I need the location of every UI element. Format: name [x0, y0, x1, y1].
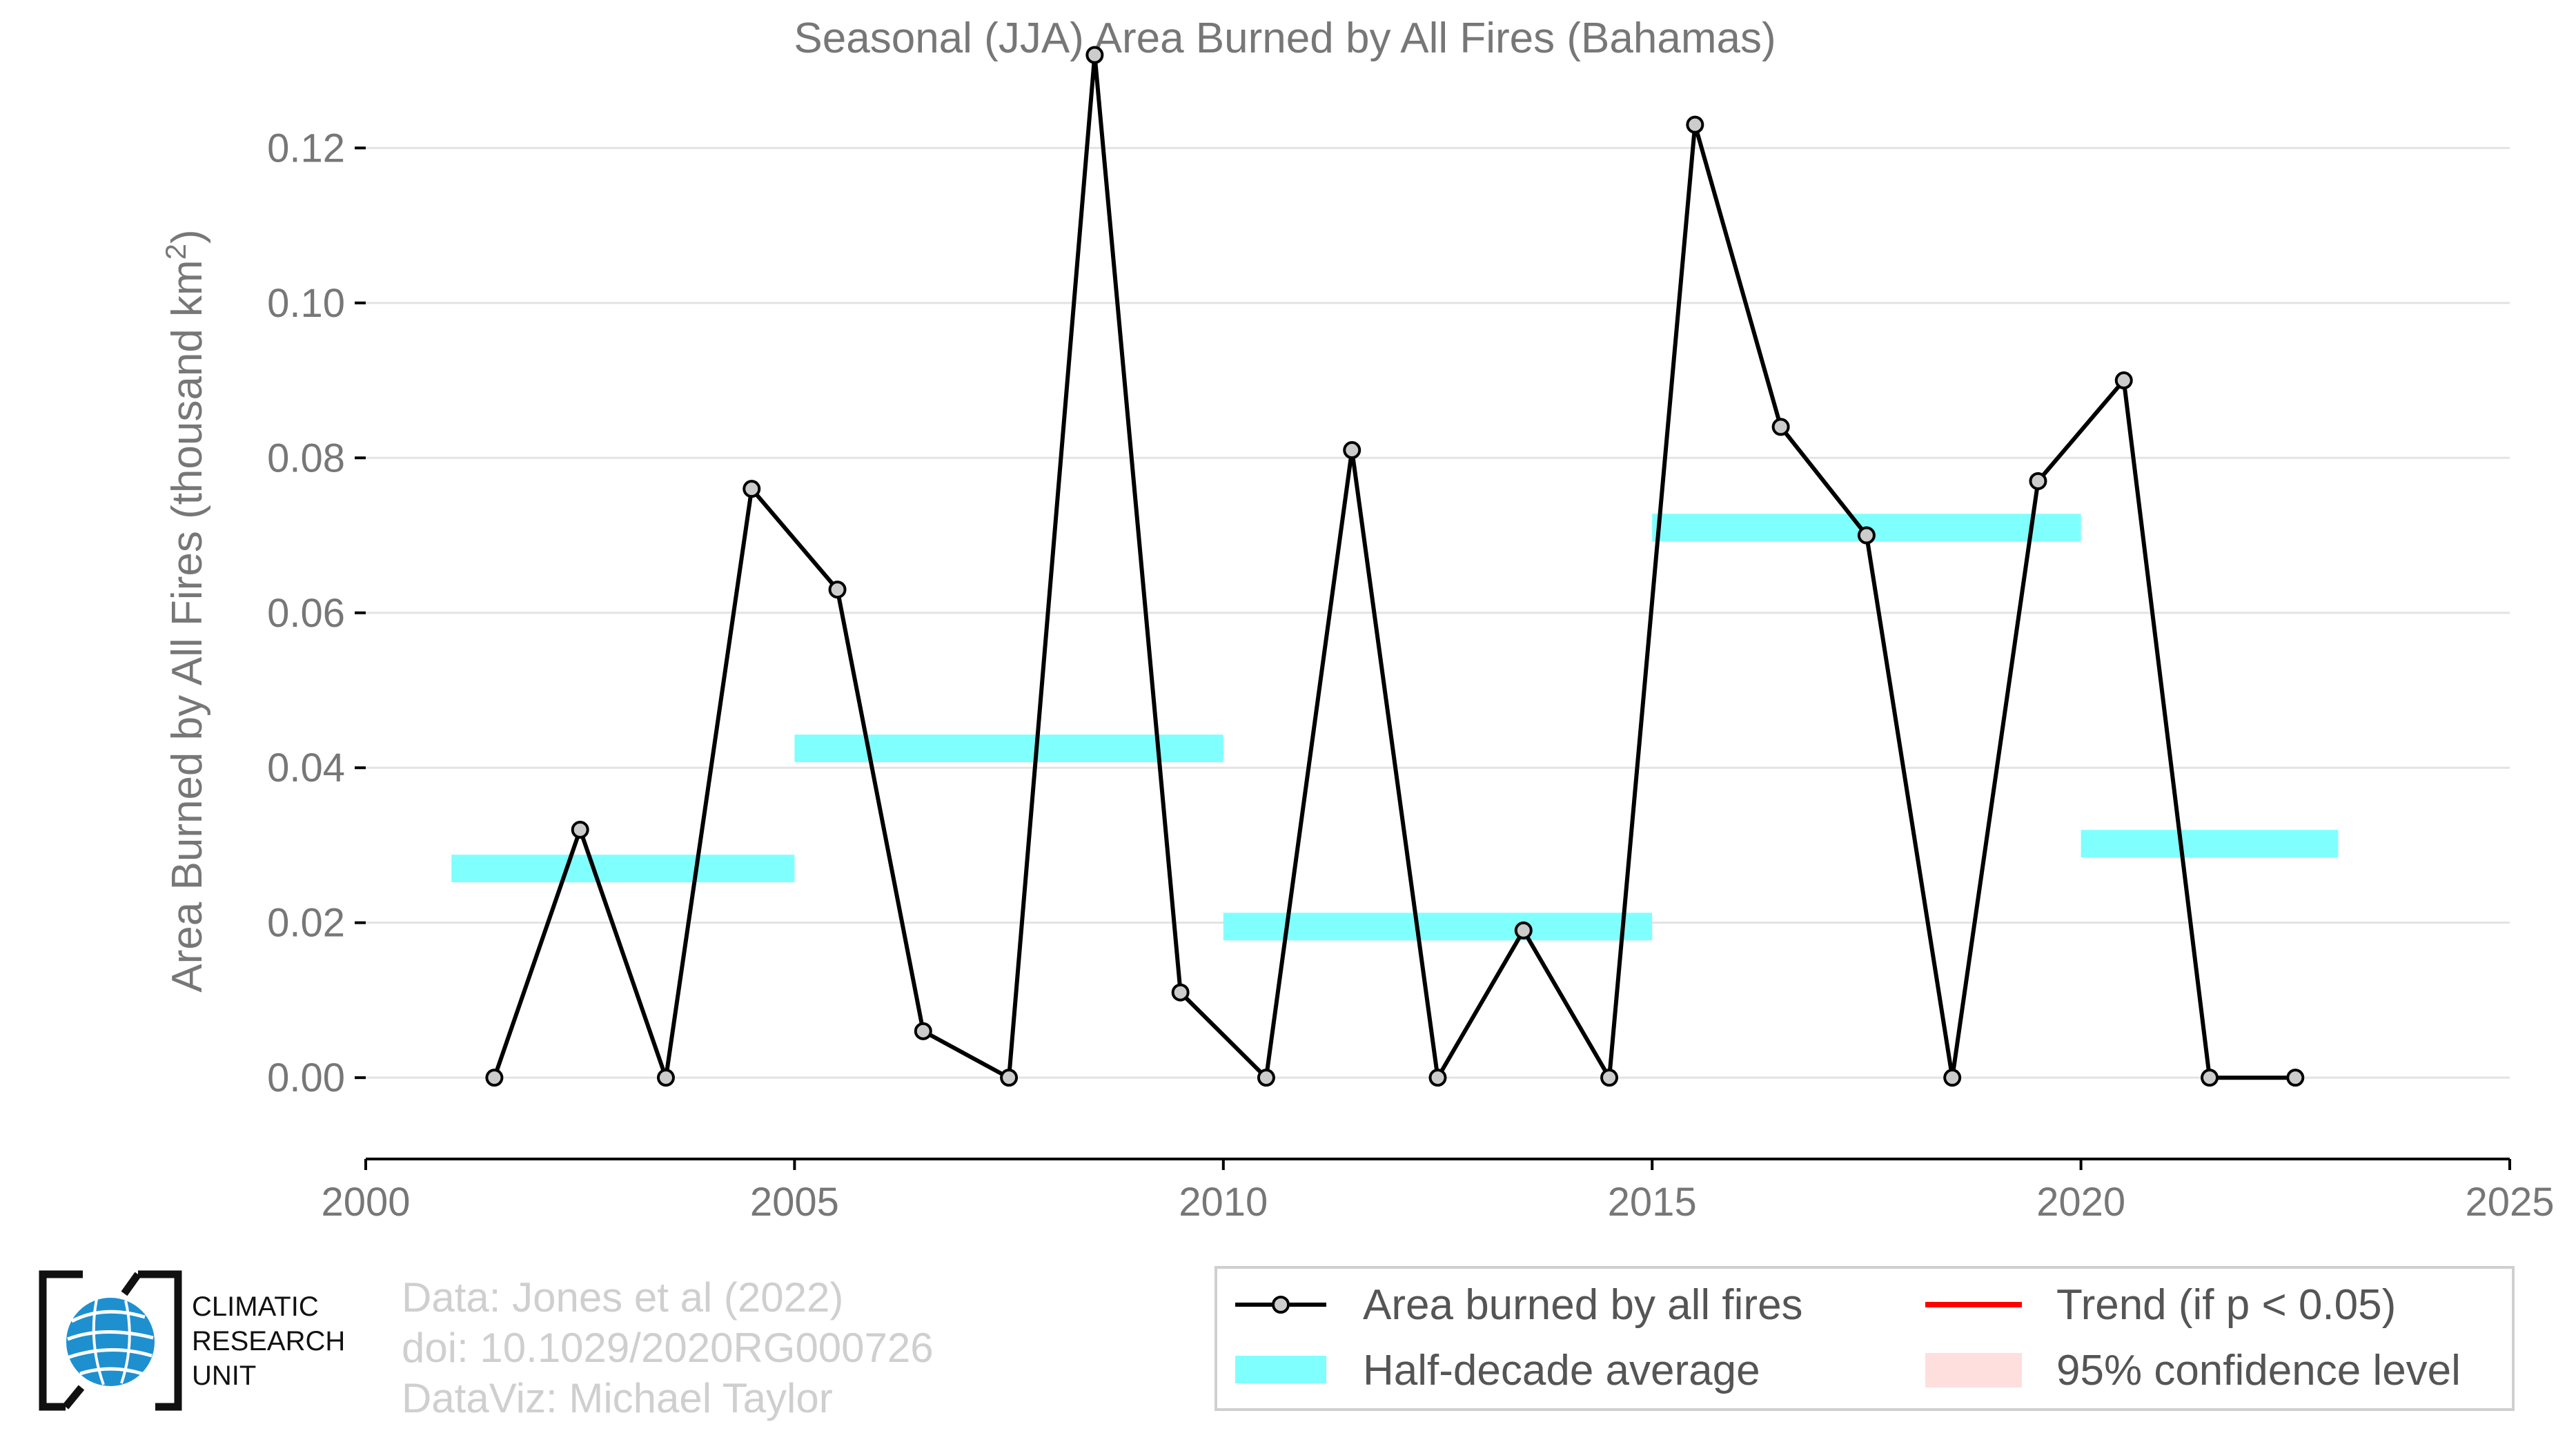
legend-label-confidence: 95% confidence level [2056, 1347, 2461, 1394]
x-tick-label-0: 2000 [321, 1180, 410, 1225]
legend-item-half-decade: Half-decade average [1235, 1347, 1760, 1394]
credits: Data: Jones et al (2022) doi: 10.1029/20… [402, 1274, 934, 1421]
legend-half-decade-swatch-icon [1235, 1356, 1326, 1383]
y-tick-label-0: 0.00 [267, 1055, 345, 1100]
data-point-3 [743, 480, 761, 498]
data-point-0 [485, 1069, 504, 1087]
data-point-16 [1857, 526, 1876, 545]
logo-frame-icon [39, 1270, 182, 1411]
data-point-5 [914, 1022, 932, 1040]
y-tick-label-2: 0.04 [267, 746, 345, 790]
x-tick-label-3: 2015 [1608, 1180, 1697, 1225]
data-point-6 [1000, 1069, 1019, 1087]
logo-text-research: RESEARCH [192, 1326, 345, 1356]
y-axis-label: Area Burned by All Fires (thousand km2) [159, 229, 212, 992]
credit-dataviz: DataViz: Michael Taylor [402, 1375, 833, 1421]
legend-label-half-decade: Half-decade average [1363, 1347, 1760, 1394]
logo-text-climatic: CLIMATIC [192, 1292, 319, 1322]
legend-item-confidence: 95% confidence level [1925, 1347, 2461, 1394]
data-point-20 [2201, 1069, 2219, 1087]
data-point-21 [2286, 1069, 2305, 1087]
y-axis-label-close: ) [164, 229, 211, 244]
half-decade-bar-0 [451, 855, 795, 883]
area-burned-series [485, 46, 2305, 1087]
legend-item-trend: Trend (if p < 0.05) [1925, 1281, 2396, 1329]
data-point-18 [2029, 471, 2047, 490]
x-tick-label-1: 2005 [750, 1180, 839, 1225]
y-axis-label-main: Area Burned by All Fires (thousand km [164, 260, 211, 992]
credit-doi: doi: 10.1029/2020RG000726 [402, 1325, 934, 1371]
legend-item-area-burned: Area burned by all fires [1235, 1281, 1803, 1329]
y-tick-label-6: 0.12 [267, 126, 345, 171]
legend: Area burned by all fires Trend (if p < 0… [1215, 1266, 2515, 1411]
chart-title: Seasonal (JJA) Area Burned by All Fires … [794, 14, 1776, 62]
data-point-17 [1943, 1069, 1962, 1087]
credit-data-source: Data: Jones et al (2022) [402, 1274, 843, 1321]
globe-icon [66, 1298, 155, 1386]
data-point-15 [1771, 418, 1790, 436]
half-decade-bar-2 [1223, 913, 1653, 941]
data-point-7 [1085, 46, 1104, 64]
legend-label-area-burned: Area burned by all fires [1363, 1281, 1803, 1329]
y-axis-label-superscript: 2 [159, 244, 192, 260]
data-point-11 [1428, 1069, 1447, 1087]
data-point-10 [1343, 441, 1361, 460]
legend-label-trend: Trend (if p < 0.05) [2056, 1281, 2396, 1329]
x-tick-label-2: 2010 [1179, 1180, 1268, 1225]
legend-marker-icon [1272, 1296, 1290, 1314]
data-point-12 [1514, 921, 1533, 939]
data-point-1 [571, 821, 589, 839]
y-tick-label-3: 0.06 [267, 591, 345, 636]
cru-logo: CLIMATIC RESEARCH UNIT [39, 1270, 345, 1411]
y-tick-labels: 0.00 0.02 0.04 0.06 0.08 0.10 0.12 [267, 126, 345, 1100]
data-point-2 [656, 1069, 675, 1087]
legend-frame [1215, 1266, 2515, 1411]
x-tick-labels: 2000 2005 2010 2015 2020 2025 [321, 1180, 2554, 1225]
data-point-14 [1686, 115, 1704, 134]
axes [355, 146, 2511, 1170]
x-tick-label-5: 2025 [2465, 1180, 2554, 1225]
logo-text-unit: UNIT [192, 1361, 256, 1391]
grid-lines [366, 146, 2510, 1079]
data-point-13 [1600, 1069, 1619, 1087]
data-point-4 [828, 581, 847, 599]
half-decade-average-bars [451, 514, 2339, 941]
area-burned-line [492, 52, 2296, 1080]
y-tick-label-5: 0.10 [267, 281, 345, 326]
half-decade-bar-4 [2081, 830, 2339, 858]
data-point-9 [1257, 1069, 1275, 1087]
y-tick-label-4: 0.08 [267, 436, 345, 480]
y-tick-label-1: 0.02 [267, 901, 345, 946]
data-point-8 [1171, 983, 1190, 1002]
data-point-19 [2114, 371, 2133, 390]
legend-confidence-swatch-icon [1925, 1353, 2022, 1387]
x-tick-label-4: 2020 [2036, 1180, 2125, 1225]
